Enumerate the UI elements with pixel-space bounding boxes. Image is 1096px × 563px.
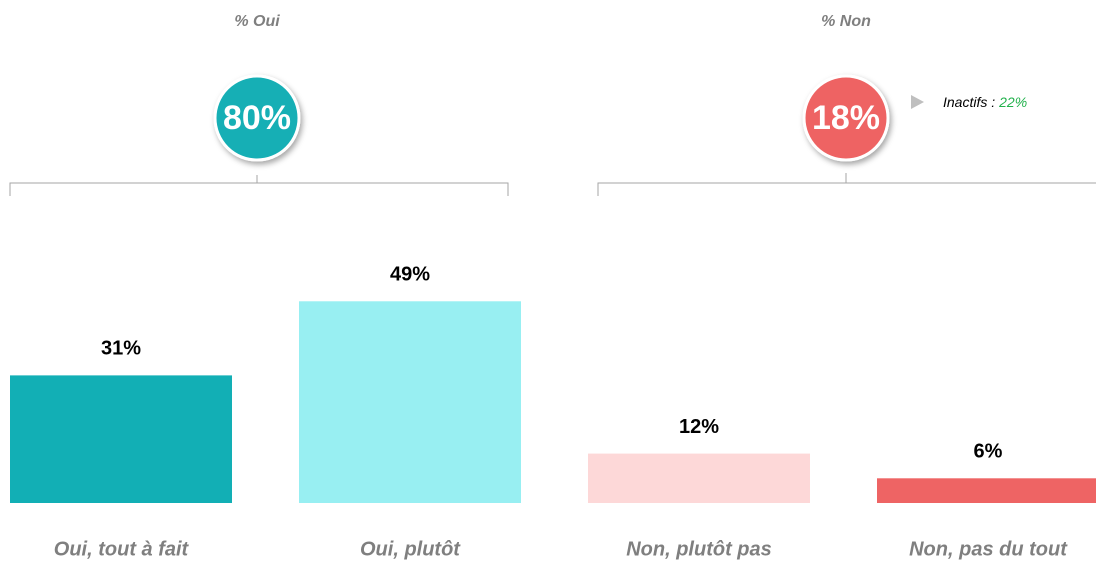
total-circle	[802, 74, 890, 162]
bar	[10, 375, 232, 503]
note-label: Inactifs :	[943, 94, 995, 110]
x-tick-label: Non, plutôt pas	[626, 538, 772, 560]
note-value: 22%	[998, 94, 1027, 110]
bar	[299, 301, 521, 503]
total-label: 80%	[223, 99, 291, 137]
x-tick-label: Oui, tout à fait	[54, 538, 190, 560]
group-title: % Oui	[234, 13, 280, 30]
x-tick-label: Oui, plutôt	[360, 538, 461, 560]
note-arrow	[911, 95, 924, 109]
bracket	[597, 173, 1096, 196]
value-label: 6%	[974, 441, 1003, 463]
bar	[877, 478, 1096, 503]
total-circle	[213, 74, 301, 162]
x-tick-label: Non, pas du tout	[909, 538, 1068, 560]
bracket	[9, 175, 509, 196]
value-label: 31%	[101, 338, 141, 360]
total-label: 18%	[812, 99, 880, 137]
value-label: 12%	[679, 416, 719, 438]
bar	[588, 453, 810, 503]
note: Inactifs :22%	[943, 94, 1027, 110]
value-label: 49%	[390, 264, 430, 286]
group-title: % Non	[821, 13, 871, 30]
